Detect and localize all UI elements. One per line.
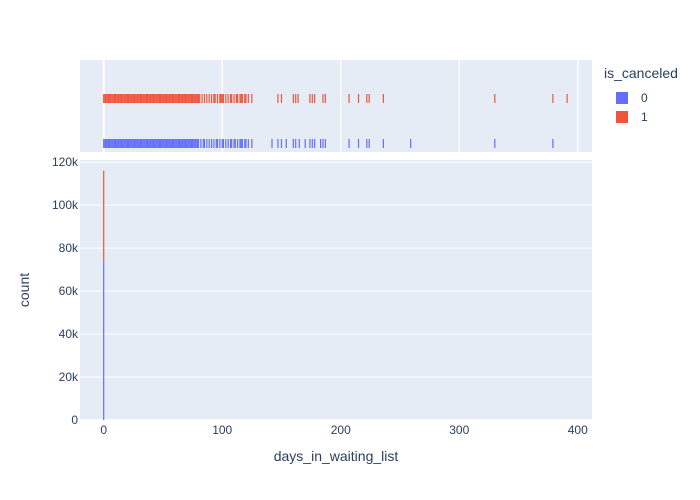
y-tick-label: 60k (59, 284, 79, 298)
y-tick-label: 80k (59, 241, 79, 255)
x-tick-label: 0 (100, 423, 107, 437)
x-tick-label: 300 (449, 423, 469, 437)
y-tick-label: 20k (59, 370, 79, 384)
legend-label-1: 1 (641, 110, 648, 124)
grid-lines (80, 60, 592, 421)
legend-swatch-1 (616, 111, 628, 123)
x-axis-ticks: 0 100 200 300 400 (100, 423, 588, 437)
y-tick-label: 120k (52, 155, 79, 169)
histogram-plot-background (80, 160, 592, 420)
x-tick-label: 100 (212, 423, 232, 437)
histogram-bar-1 (103, 170, 105, 261)
legend-title: is_canceled (604, 65, 678, 81)
histogram-bar-0 (103, 260, 105, 420)
x-axis-title: days_in_waiting_list (274, 448, 399, 464)
rug-plot-background (80, 60, 592, 152)
y-tick-label: 100k (52, 198, 79, 212)
legend: is_canceled 0 1 (604, 65, 678, 124)
legend-label-0: 0 (641, 91, 648, 105)
y-axis-title: count (16, 273, 32, 307)
x-tick-label: 400 (568, 423, 588, 437)
y-axis-ticks: 0 20k 40k 60k 80k 100k 120k (52, 155, 79, 427)
y-tick-label: 40k (59, 327, 79, 341)
legend-swatch-0 (616, 92, 628, 104)
x-tick-label: 200 (331, 423, 351, 437)
y-tick-label: 0 (71, 413, 78, 427)
histogram-bars (103, 170, 105, 420)
rug-plot (103, 94, 568, 148)
